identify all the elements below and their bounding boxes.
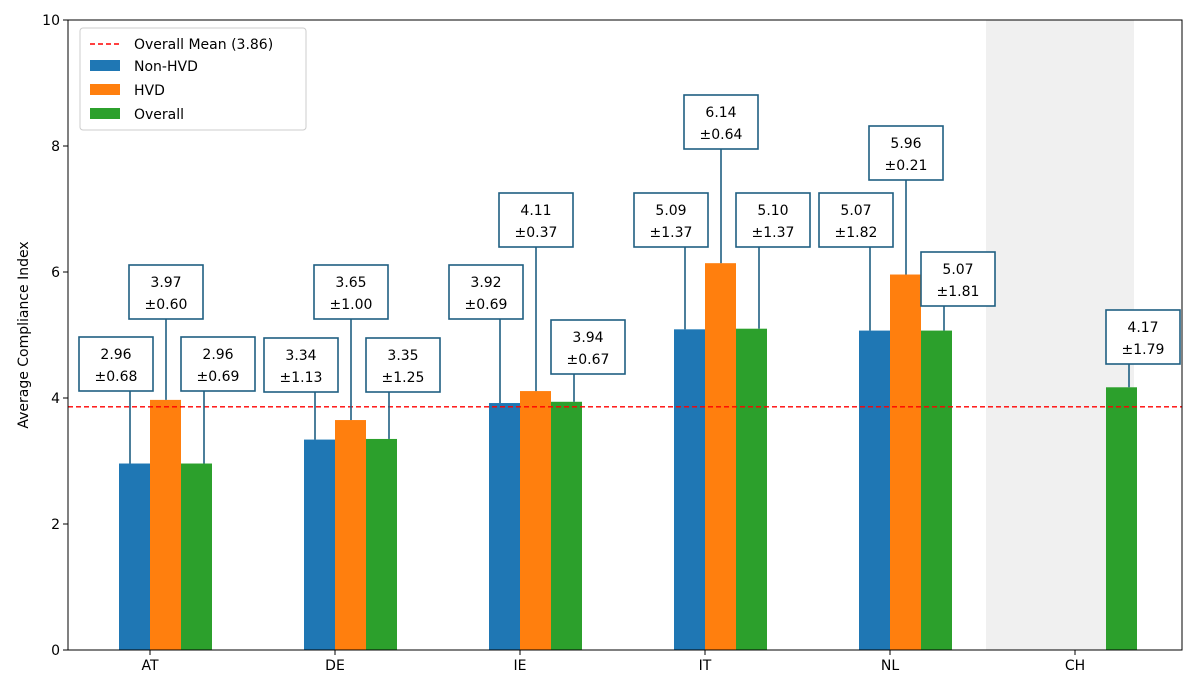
annotation-value: 5.09 — [655, 203, 686, 219]
bar-non-hvd-at — [119, 463, 150, 650]
y-tick-label: 4 — [51, 391, 60, 407]
annotation-value: 4.11 — [520, 203, 551, 219]
annotation-std: ±0.37 — [515, 225, 558, 241]
annotation-value: 4.17 — [1127, 320, 1158, 336]
annotation-box — [263, 337, 339, 393]
bar-overall-de — [366, 438, 397, 650]
annotation-box — [735, 192, 811, 248]
annotation-box — [78, 336, 154, 392]
x-tick-label-de: DE — [325, 658, 345, 674]
bar-hvd-nl — [890, 274, 921, 650]
annotation-value: 3.94 — [572, 330, 603, 346]
bar-non-hvd-de — [304, 439, 335, 650]
annotation-box — [365, 337, 441, 393]
x-tick-label-nl: NL — [881, 658, 899, 674]
annotation-std: ±0.69 — [197, 369, 240, 385]
annotation-box — [868, 125, 944, 181]
annotation-box — [633, 192, 709, 248]
bar-overall-at — [181, 463, 212, 650]
annotation-box — [180, 336, 256, 392]
x-tick-label-at: AT — [141, 658, 158, 674]
y-axis-label: Average Compliance Index — [16, 241, 32, 428]
bar-overall-ie — [551, 401, 582, 650]
annotation-box — [920, 251, 996, 307]
annotation-std: ±1.37 — [752, 225, 795, 241]
annotation-std: ±0.21 — [885, 158, 928, 174]
annotation-std: ±1.13 — [280, 370, 323, 386]
annotation-value: 3.34 — [285, 348, 316, 364]
y-tick-label: 2 — [51, 517, 60, 533]
annotation-std: ±0.64 — [700, 127, 743, 143]
legend-swatch-non-hvd — [90, 60, 120, 71]
bar-overall-nl — [921, 330, 952, 650]
legend: Overall Mean (3.86) Non-HVD HVD Overall — [79, 27, 307, 131]
bar-hvd-de — [335, 420, 366, 650]
x-tick-label-it: IT — [699, 658, 712, 674]
bar-overall-it — [736, 328, 767, 650]
annotation-box — [1105, 309, 1181, 365]
annotation-std: ±0.60 — [145, 297, 188, 313]
annotation-value: 5.07 — [840, 203, 871, 219]
bar-non-hvd-ie — [489, 403, 520, 650]
legend-label-hvd: HVD — [134, 83, 165, 99]
annotation-std: ±1.82 — [835, 225, 878, 241]
legend-swatch-overall — [90, 108, 120, 119]
annotation-box — [448, 264, 524, 320]
annotation-std: ±1.79 — [1122, 342, 1165, 358]
annotation-value: 5.10 — [757, 203, 788, 219]
bar-overall-ch — [1106, 387, 1137, 650]
annotation-box — [818, 192, 894, 248]
y-tick-label: 10 — [42, 13, 60, 29]
annotation-value: 3.92 — [470, 275, 501, 291]
annotation-box — [683, 94, 759, 150]
annotation-std: ±1.81 — [937, 284, 980, 300]
annotation-std: ±1.25 — [382, 370, 425, 386]
x-tick-label-ch: CH — [1065, 658, 1085, 674]
legend-label-overall: Overall — [134, 107, 184, 123]
annotation-value: 3.65 — [335, 275, 366, 291]
annotation-value: 6.14 — [705, 105, 736, 121]
bar-non-hvd-it — [674, 329, 705, 650]
annotation-box — [313, 264, 389, 320]
annotation-value: 5.07 — [942, 262, 973, 278]
annotation-std: ±0.67 — [567, 352, 610, 368]
annotation-value: 5.96 — [890, 136, 921, 152]
annotation-std: ±1.00 — [330, 297, 373, 313]
bar-hvd-at — [150, 399, 181, 650]
annotation-std: ±1.37 — [650, 225, 693, 241]
x-tick-label-ie: IE — [514, 658, 527, 674]
y-tick-label: 8 — [51, 139, 60, 155]
annotation-std: ±0.68 — [95, 369, 138, 385]
y-tick-label: 6 — [51, 265, 60, 281]
bar-hvd-it — [705, 263, 736, 650]
legend-box — [79, 27, 307, 131]
y-tick-label: 0 — [51, 643, 60, 659]
plot-frame — [67, 19, 1183, 651]
annotation-value: 2.96 — [202, 347, 233, 363]
annotation-value: 3.35 — [387, 348, 418, 364]
bar-non-hvd-nl — [859, 330, 890, 650]
annotation-box — [128, 264, 204, 320]
bar-hvd-ie — [520, 391, 551, 650]
annotation-box — [498, 192, 574, 248]
annotation-value: 3.97 — [150, 275, 181, 291]
annotation-std: ±0.69 — [465, 297, 508, 313]
annotation-value: 2.96 — [100, 347, 131, 363]
legend-swatch-hvd — [90, 84, 120, 95]
legend-mean-label: Overall Mean (3.86) — [134, 37, 273, 53]
annotation-box — [550, 319, 626, 375]
legend-label-non-hvd: Non-HVD — [134, 59, 198, 75]
